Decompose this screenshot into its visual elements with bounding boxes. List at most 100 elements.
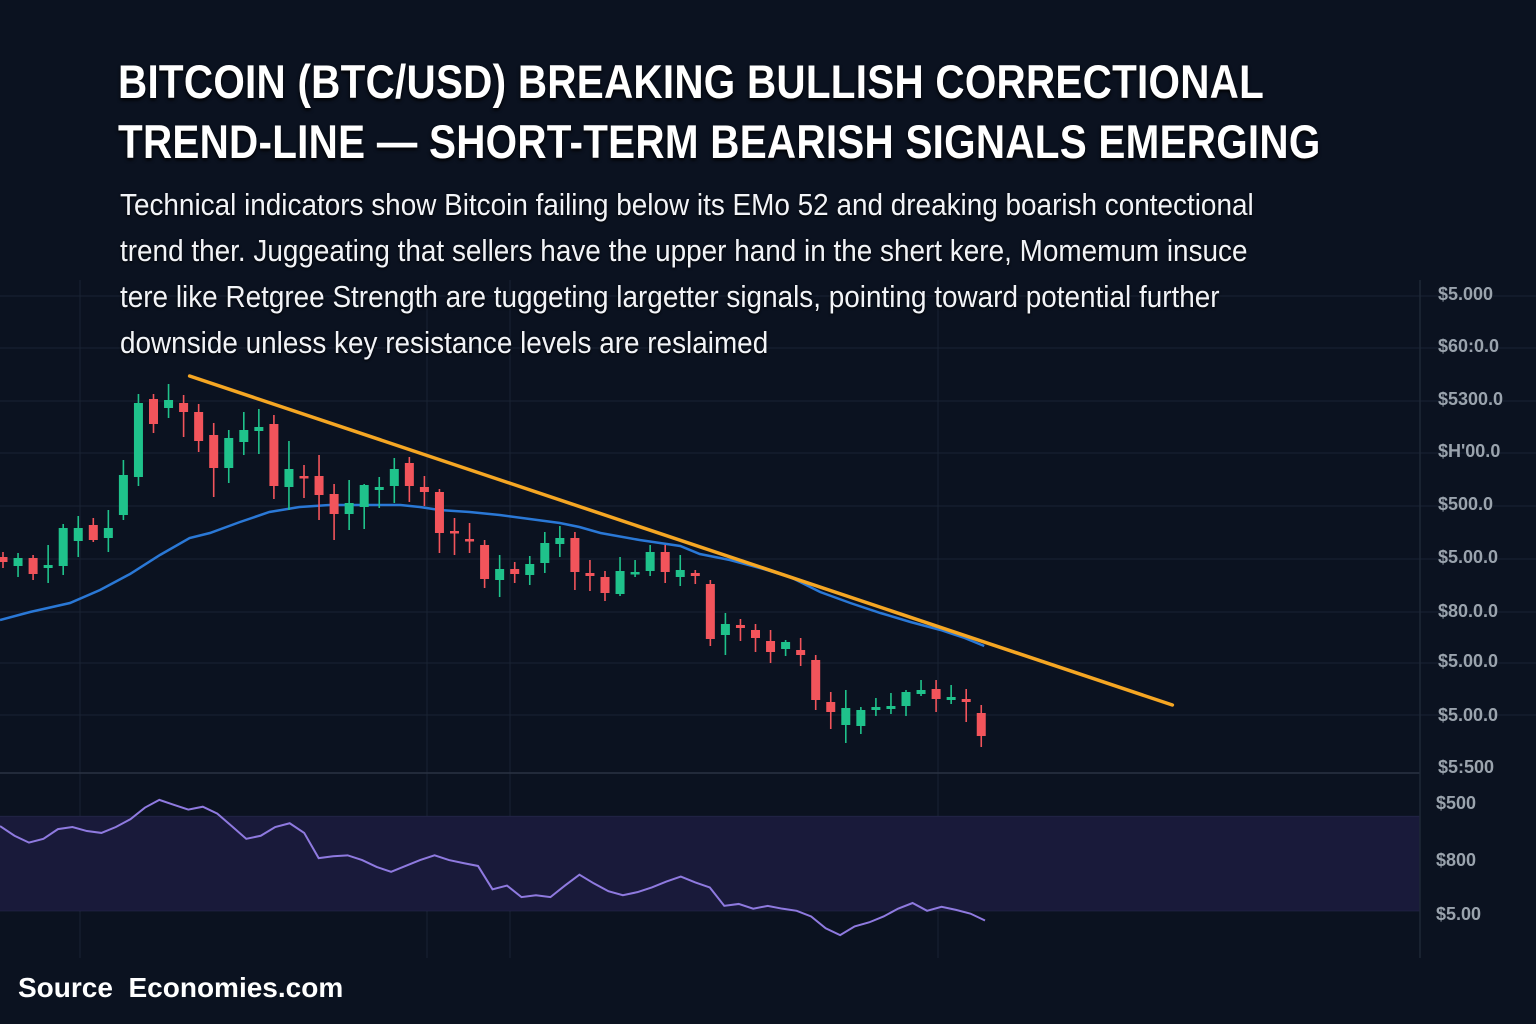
candle	[314, 455, 324, 520]
rsi-line	[0, 798, 986, 937]
candle-body	[660, 552, 670, 572]
candle-body	[269, 424, 279, 486]
candle-body	[0, 557, 8, 562]
candle-body	[886, 706, 896, 709]
price-tick-label: $500.0	[1438, 494, 1494, 514]
rsi-tick-label: $800	[1436, 850, 1477, 870]
price-tick-label: $5300.0	[1438, 389, 1504, 409]
candle-body	[194, 412, 204, 441]
candle-body	[314, 476, 324, 495]
candle	[510, 562, 520, 583]
price-tick-label: $5.000	[1438, 284, 1494, 304]
candle-body	[811, 660, 821, 700]
candle	[149, 394, 158, 433]
price-tick-label: $5.00.0	[1438, 651, 1499, 671]
candle-body	[735, 625, 745, 628]
candle-body	[495, 569, 505, 580]
candle	[751, 624, 760, 652]
candle	[329, 484, 339, 540]
headline-line-1: BITCOIN (BTC/USD) BREAKING BULLISH CORRE…	[118, 55, 1265, 108]
candle	[419, 476, 429, 506]
candle	[118, 460, 128, 520]
candle	[555, 526, 565, 557]
candle	[344, 480, 354, 530]
candle	[630, 560, 640, 577]
candle	[826, 692, 836, 729]
candle-body	[465, 539, 475, 542]
candle	[434, 489, 444, 553]
candle	[796, 638, 806, 666]
candle	[13, 553, 23, 577]
candle-body	[510, 569, 520, 574]
candle	[43, 545, 53, 583]
candle	[811, 655, 821, 710]
candle-body	[931, 689, 941, 699]
candle-body	[389, 469, 399, 486]
candle	[946, 685, 956, 704]
candle-body	[961, 699, 971, 702]
description-line: downside unless key resistance levels ar…	[120, 325, 769, 360]
candle-body	[570, 538, 580, 572]
candle-body	[856, 710, 866, 726]
source-credit: Source Economies.com	[18, 972, 344, 1003]
candle	[690, 570, 700, 584]
candle	[525, 556, 535, 585]
ema-line	[0, 503, 985, 648]
candle	[133, 394, 143, 486]
candle-body	[374, 487, 384, 490]
candle-body	[871, 707, 881, 710]
price-tick-label: $80.0.0	[1438, 601, 1499, 621]
candle	[359, 484, 369, 529]
candle-body	[555, 538, 565, 544]
price-tick-label: $60:0.0	[1438, 336, 1500, 356]
candle-body	[434, 492, 444, 533]
price-tick-label: $5.00.0	[1438, 547, 1499, 567]
candle-body	[284, 469, 294, 487]
candle	[781, 640, 791, 656]
candle-body	[73, 528, 83, 541]
candle	[976, 705, 986, 747]
candle	[886, 693, 896, 714]
rsi-tick-label: $500	[1436, 793, 1477, 813]
candle-body	[329, 494, 339, 514]
candle	[58, 524, 68, 575]
candle	[841, 690, 851, 743]
candle	[585, 560, 595, 591]
candle	[540, 532, 550, 573]
candle-body	[118, 475, 128, 515]
candle-body	[133, 403, 143, 477]
candle	[284, 441, 294, 510]
candle	[254, 409, 264, 454]
candle-body	[720, 624, 730, 635]
candle	[901, 690, 911, 716]
candle-body	[781, 642, 791, 649]
candle-body	[88, 525, 98, 540]
candle-body	[600, 577, 610, 593]
description-line: trend ther. Juggeating that sellers have…	[120, 233, 1248, 268]
price-tick-label: $5.00.0	[1438, 705, 1499, 725]
candle-body	[404, 463, 414, 486]
candle	[570, 532, 580, 590]
candle	[450, 518, 459, 555]
candle	[916, 680, 926, 696]
candle-body	[841, 708, 851, 725]
candle-body	[645, 552, 655, 571]
candle	[179, 395, 189, 437]
candle	[660, 545, 670, 583]
candle	[495, 555, 505, 597]
candle-body	[826, 702, 836, 712]
price-tick-label: $5:500	[1438, 757, 1495, 777]
candle-body	[615, 571, 625, 594]
candle-body	[525, 564, 535, 575]
candle	[735, 619, 745, 641]
candle	[224, 430, 234, 483]
candle-body	[766, 641, 776, 652]
candle-body	[149, 399, 158, 424]
candle	[766, 630, 776, 663]
description: Technical indicators show Bitcoin failin…	[120, 182, 1254, 366]
candle	[269, 415, 279, 499]
candle-body	[916, 690, 926, 694]
candle	[389, 458, 399, 503]
candle-body	[946, 697, 956, 700]
candle-body	[254, 427, 264, 431]
